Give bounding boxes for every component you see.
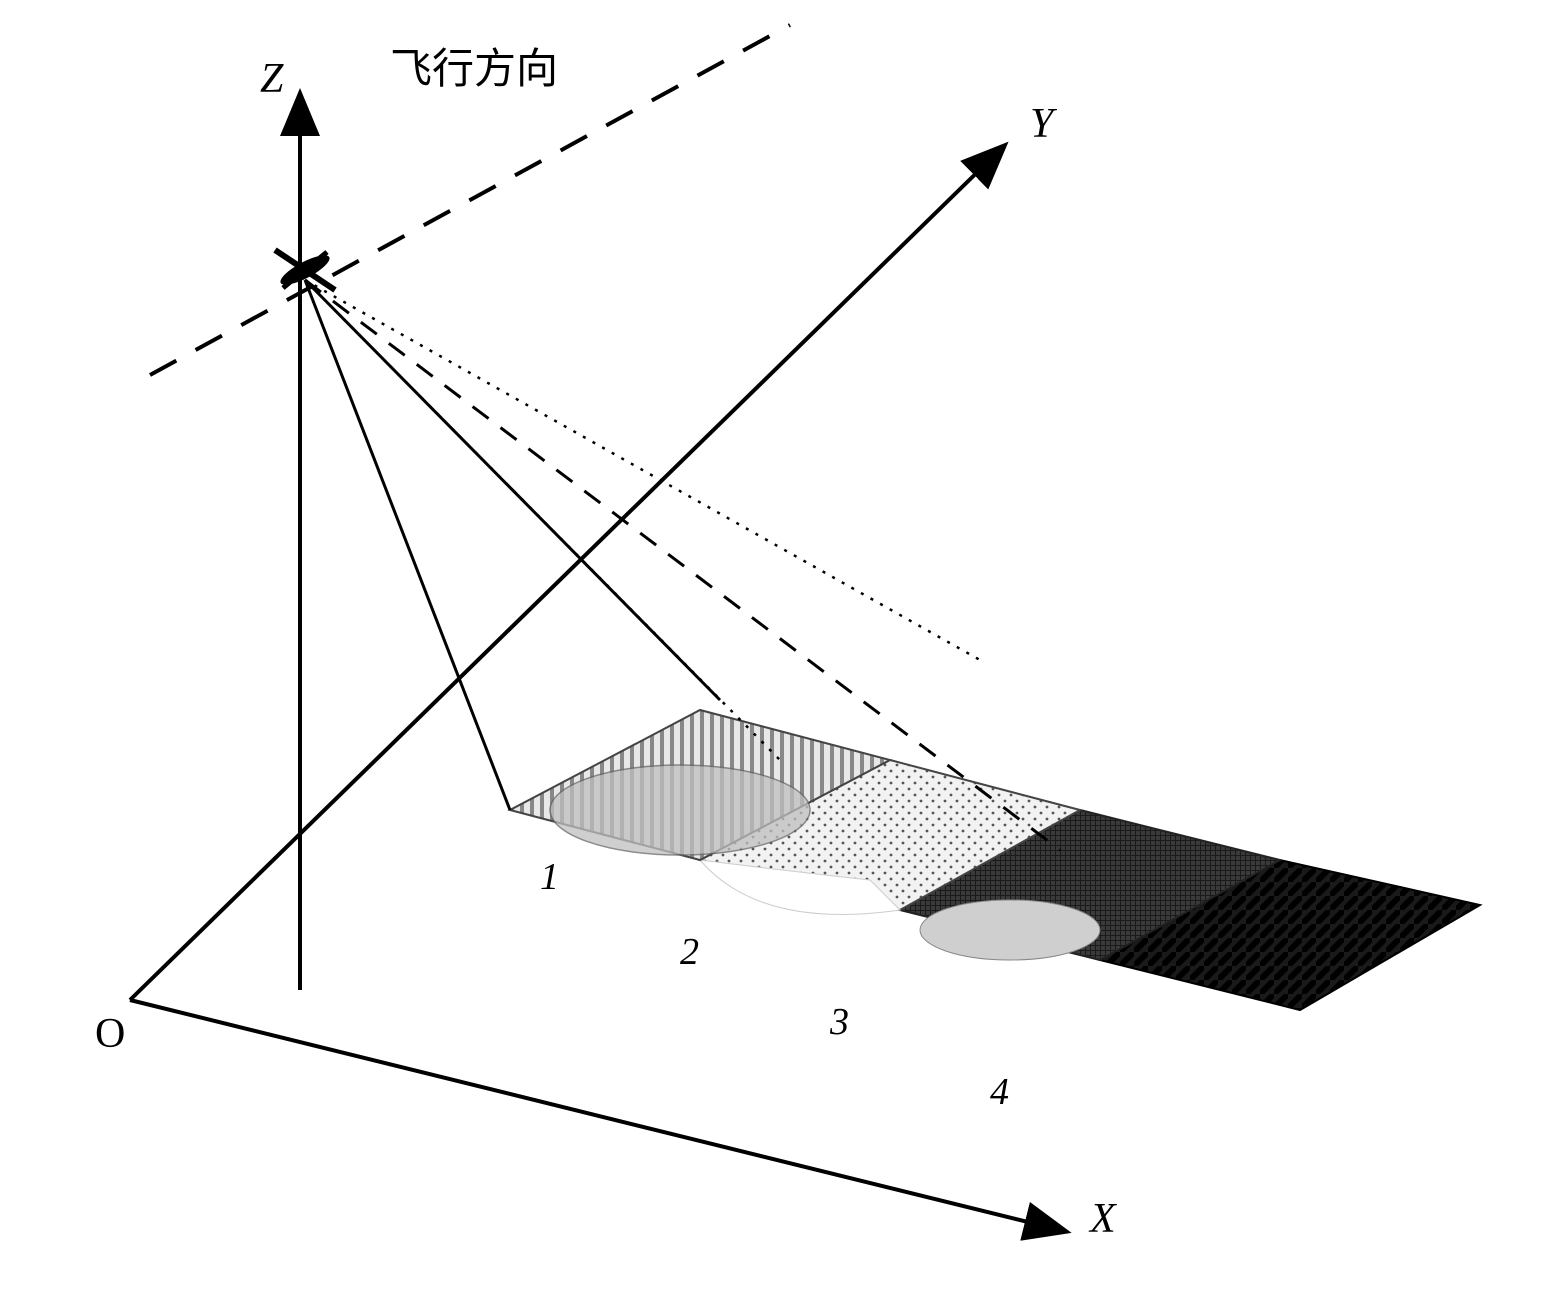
tile-label-3: 3 bbox=[830, 1000, 849, 1044]
tile-label-4: 4 bbox=[990, 1070, 1009, 1114]
tile-label-2: 2 bbox=[680, 930, 699, 974]
tile-label-1: 1 bbox=[540, 855, 559, 899]
coordinate-diagram: Z Y X O 飞行方向 1 2 3 4 bbox=[0, 0, 1544, 1309]
flight-direction-label: 飞行方向 bbox=[390, 35, 558, 96]
diagram-svg bbox=[0, 0, 1544, 1309]
z-axis-label: Z bbox=[260, 55, 283, 103]
origin-label: O bbox=[95, 1010, 125, 1058]
x-axis-label: X bbox=[1090, 1195, 1116, 1243]
y-axis-label: Y bbox=[1030, 100, 1053, 148]
